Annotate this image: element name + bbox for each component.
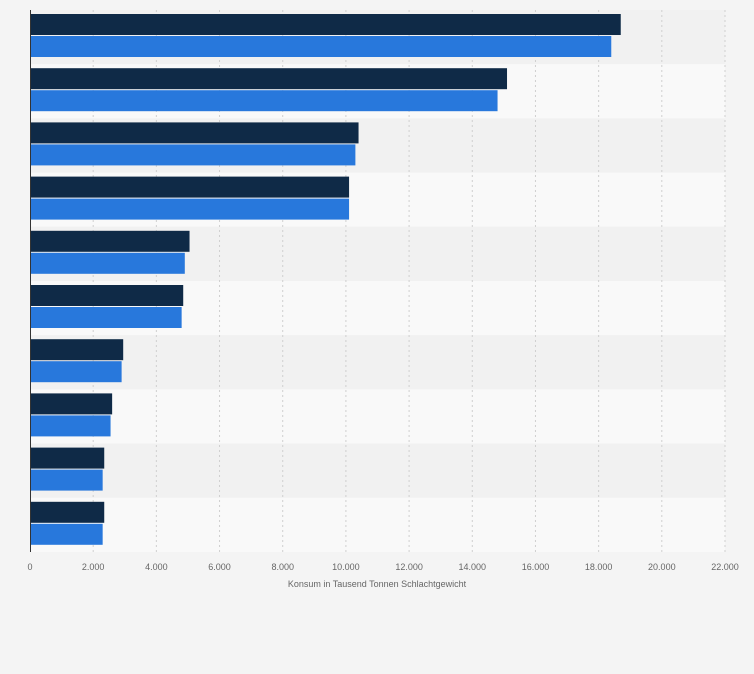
x-tick-label: 2.000	[82, 562, 105, 572]
bar-series-1	[30, 68, 508, 90]
bar-series-2	[30, 307, 182, 328]
bar-series-2	[30, 90, 498, 112]
x-tick-labels: 0 2.000 4.000 6.000 8.000 10.000 12.000 14.000 1…	[27, 562, 738, 572]
x-tick-label: 14.000	[459, 562, 487, 572]
bar-series-1	[30, 339, 124, 361]
x-tick-label: 6.000	[208, 562, 231, 572]
x-axis-label: Konsum in Tausend Tonnen Schlachtgewicht	[288, 579, 467, 589]
bar-series-2	[30, 144, 356, 166]
bar-series-1	[30, 285, 184, 306]
bar-series-1	[30, 176, 350, 198]
bar-series-2	[30, 523, 103, 545]
row-band	[30, 443, 725, 498]
row-band	[30, 335, 725, 390]
bar-series-1	[30, 393, 113, 415]
x-tick-label: 10.000	[332, 562, 360, 572]
bar-series-1	[30, 14, 621, 35]
row-band	[30, 389, 725, 444]
bars	[30, 14, 621, 545]
x-tick-label: 16.000	[522, 562, 550, 572]
bar-series-1	[30, 230, 190, 252]
x-tick-label: 4.000	[145, 562, 168, 572]
bar-series-2	[30, 361, 122, 383]
bar-series-1	[30, 447, 105, 469]
bar-series-1	[30, 122, 359, 144]
bar-series-1	[30, 501, 105, 523]
row-band	[30, 497, 725, 552]
bar-series-2	[30, 415, 111, 437]
x-tick-label: 0	[27, 562, 32, 572]
x-tick-label: 12.000	[395, 562, 423, 572]
x-tick-label: 18.000	[585, 562, 613, 572]
x-tick-label: 20.000	[648, 562, 676, 572]
bar-series-2	[30, 36, 612, 57]
bar-series-2	[30, 469, 103, 491]
x-tick-label: 8.000	[271, 562, 294, 572]
bar-series-2	[30, 252, 185, 274]
x-tick-label: 22.000	[711, 562, 739, 572]
bar-series-2	[30, 198, 350, 220]
